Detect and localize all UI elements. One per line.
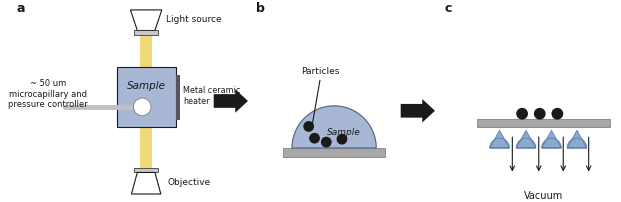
Bar [134, 31, 158, 35]
Circle shape [534, 108, 546, 120]
Polygon shape [567, 130, 587, 148]
Circle shape [309, 133, 320, 144]
Text: Sample: Sample [327, 128, 361, 137]
Circle shape [321, 137, 332, 147]
Text: b: b [256, 2, 265, 15]
Bar [134, 168, 158, 173]
Text: c: c [445, 2, 452, 15]
Circle shape [337, 134, 347, 145]
Polygon shape [401, 99, 435, 123]
Polygon shape [214, 89, 248, 113]
Text: Metal ceramic
heater: Metal ceramic heater [183, 86, 241, 106]
Text: Light source: Light source [166, 15, 221, 24]
Text: ~ 50 um
microcapillary and
pressure controller: ~ 50 um microcapillary and pressure cont… [8, 79, 88, 109]
Circle shape [303, 121, 314, 132]
Bar [117, 67, 176, 127]
Polygon shape [140, 35, 152, 67]
Polygon shape [490, 130, 509, 148]
Text: Sample: Sample [127, 81, 166, 91]
Bar [176, 75, 181, 120]
Polygon shape [140, 127, 152, 168]
Polygon shape [516, 130, 536, 148]
Circle shape [551, 108, 563, 120]
Text: Objective: Objective [168, 178, 211, 187]
Polygon shape [132, 173, 161, 194]
Bar [477, 119, 610, 127]
Text: Vacuum: Vacuum [524, 191, 563, 201]
Text: a: a [17, 2, 25, 15]
Polygon shape [542, 130, 561, 148]
Text: Particles: Particles [301, 67, 340, 76]
Polygon shape [292, 106, 376, 148]
Circle shape [516, 108, 528, 120]
Polygon shape [130, 10, 162, 31]
Circle shape [134, 98, 151, 116]
Bar [283, 148, 385, 157]
